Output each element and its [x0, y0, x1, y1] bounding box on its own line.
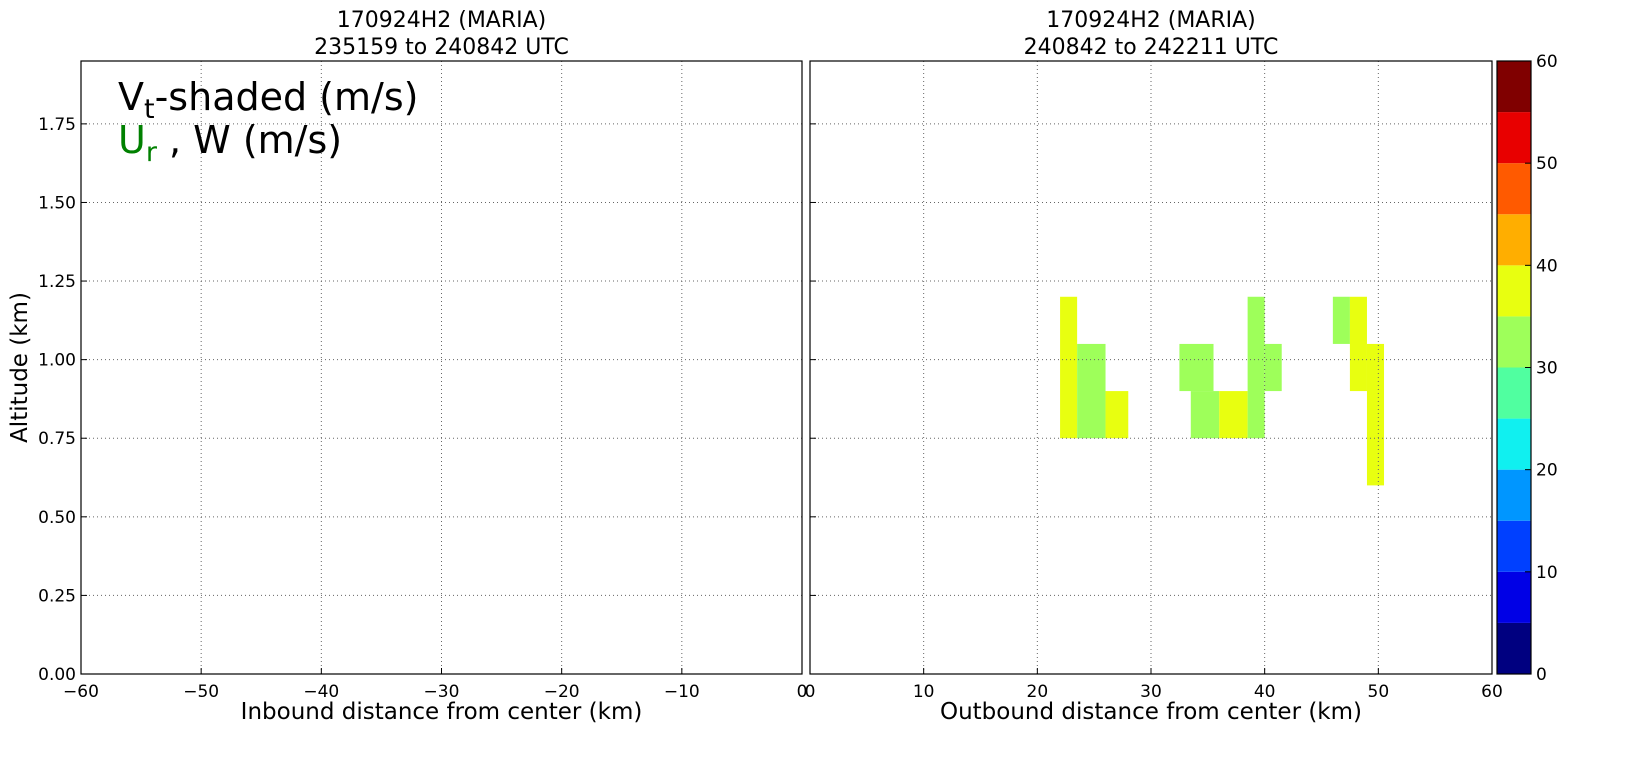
y-tick-label: 1.75 — [38, 115, 76, 135]
chart-title: 170924H2 (MARIA) — [337, 8, 547, 33]
colorbar-swatch — [1497, 367, 1531, 419]
y-tick-label: 0.25 — [38, 586, 76, 606]
x-tick-label: −50 — [183, 682, 219, 702]
colorbar-tick-label: 0 — [1536, 665, 1547, 685]
x-tick-label: 50 — [1368, 682, 1390, 702]
colorbar-tick-label: 50 — [1536, 154, 1558, 174]
y-tick-label: 1.25 — [38, 272, 76, 292]
colorbar-swatch — [1497, 418, 1531, 470]
shaded-cell — [1105, 391, 1129, 439]
shaded-cell — [1219, 391, 1248, 439]
colorbar-swatch — [1497, 520, 1531, 572]
colorbar-tick-label: 30 — [1536, 359, 1558, 379]
y-tick-label: 0.00 — [38, 665, 76, 685]
x-tick-label: 60 — [1481, 682, 1503, 702]
colorbar-swatch — [1497, 112, 1531, 164]
x-tick-label: 40 — [1254, 682, 1276, 702]
y-tick-label: 0.75 — [38, 429, 76, 449]
colorbar-tick-label: 10 — [1536, 563, 1558, 583]
x-tick-label: −20 — [544, 682, 580, 702]
annotation: Ur , W (m/s) — [118, 118, 342, 168]
colorbar-swatch — [1497, 316, 1531, 368]
x-tick-label: −60 — [63, 682, 99, 702]
shaded-cell — [1247, 296, 1265, 439]
annotation: Vt-shaded (m/s) — [118, 75, 418, 125]
y-axis-label: Altitude (km) — [7, 292, 33, 443]
y-tick-label: 1.00 — [38, 351, 76, 371]
shaded-cell — [1366, 343, 1385, 486]
x-tick-label: 0 — [805, 682, 816, 702]
annotation-part: -shaded (m/s) — [155, 75, 419, 119]
colorbar-swatch — [1497, 61, 1531, 113]
chart-subtitle: 235159 to 240842 UTC — [314, 35, 569, 60]
colorbar-swatch — [1497, 163, 1531, 215]
chart-subtitle: 240842 to 242211 UTC — [1024, 35, 1279, 60]
x-axis-label: Outbound distance from center (km) — [940, 699, 1362, 725]
annotation-part: V — [118, 75, 144, 119]
shaded-cell — [1179, 343, 1214, 392]
shaded-cell — [1077, 343, 1106, 439]
annotation-part: , W (m/s) — [157, 118, 342, 162]
shaded-cell — [1060, 296, 1078, 439]
colorbar-swatch — [1497, 469, 1531, 521]
x-tick-label: 10 — [913, 682, 935, 702]
x-tick-label: 0 — [797, 682, 808, 702]
axes-frame — [80, 60, 803, 675]
x-tick-label: −40 — [303, 682, 339, 702]
colorbar-tick-label: 60 — [1536, 52, 1558, 72]
annotation-part: U — [118, 118, 146, 162]
colorbar-tick-label: 20 — [1536, 461, 1558, 481]
annotation-part: r — [146, 137, 158, 168]
y-tick-label: 0.50 — [38, 508, 76, 528]
shaded-cell — [1190, 391, 1220, 439]
colorbar-swatch — [1497, 214, 1531, 266]
colorbar-swatch — [1497, 571, 1531, 623]
shaded-cell — [1332, 296, 1350, 344]
x-tick-label: 20 — [1027, 682, 1049, 702]
y-tick-label: 1.50 — [38, 193, 76, 213]
shaded-cell — [1264, 343, 1282, 392]
x-tick-label: −30 — [424, 682, 460, 702]
colorbar-swatch — [1497, 622, 1531, 674]
x-tick-label: 30 — [1140, 682, 1162, 702]
colorbar-tick-label: 40 — [1536, 256, 1558, 276]
colorbar-swatch — [1497, 265, 1531, 317]
x-axis-label: Inbound distance from center (km) — [241, 699, 643, 725]
axes-frame — [809, 60, 1493, 675]
annotation-part: t — [144, 94, 155, 125]
x-tick-label: −10 — [664, 682, 700, 702]
chart-title: 170924H2 (MARIA) — [1046, 8, 1256, 33]
shaded-cell — [1349, 296, 1367, 392]
